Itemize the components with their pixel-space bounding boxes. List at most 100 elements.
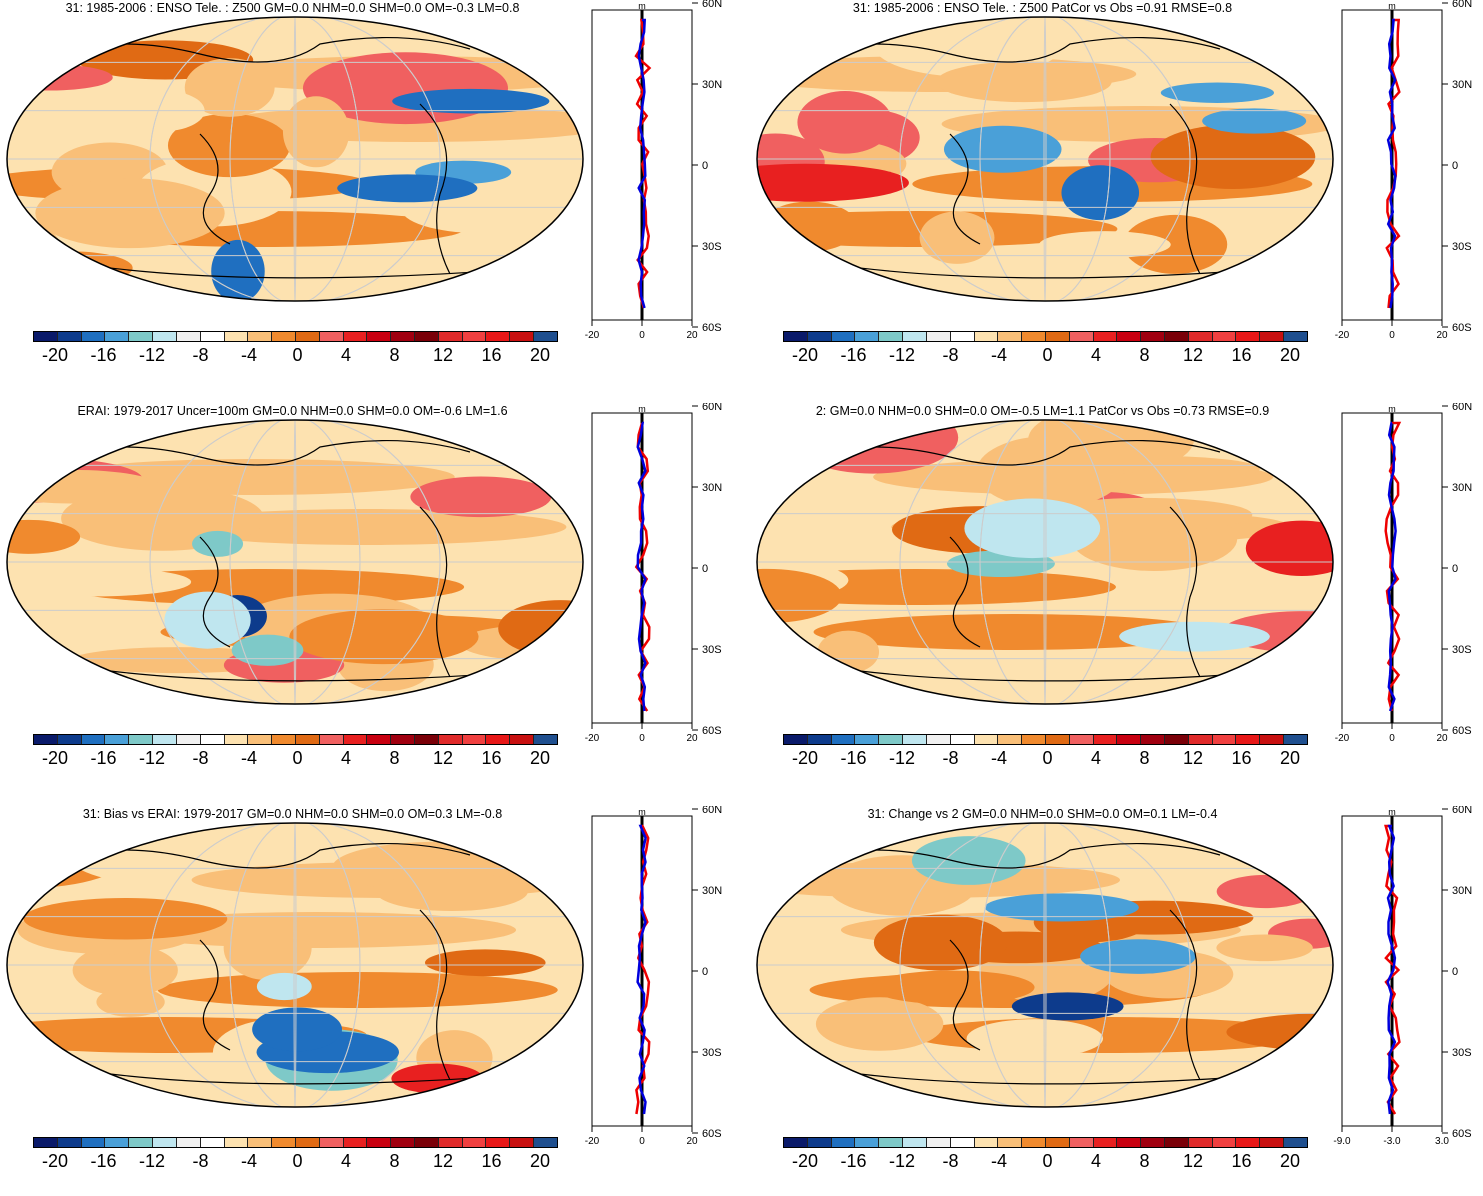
- map-plot: [756, 419, 1334, 705]
- colorbar-swatch: [926, 1138, 951, 1147]
- colorbar-label: 12: [1182, 1151, 1204, 1171]
- colorbar: [783, 734, 1308, 745]
- colorbar-swatch: [415, 735, 439, 744]
- obs-profile-line: [637, 18, 647, 309]
- colorbar-swatch: [510, 1138, 535, 1147]
- colorbar-swatch: [1141, 1138, 1165, 1147]
- colorbar-swatch: [343, 332, 368, 341]
- colorbar-label: -12: [138, 748, 165, 768]
- colorbar-swatch: [1212, 1138, 1237, 1147]
- lat-label: 60N: [1452, 806, 1472, 816]
- x-tick-label: 20: [686, 330, 698, 340]
- colorbar-swatch: [415, 1138, 439, 1147]
- colorbar-label: -16: [90, 748, 117, 768]
- colorbar-label: -12: [888, 1151, 915, 1171]
- field-anomaly-warm: [757, 568, 842, 624]
- colorbar-label: 20: [529, 1151, 551, 1171]
- colorbar-swatch: [831, 332, 856, 341]
- colorbar-swatch: [486, 735, 511, 744]
- panel-title: 31: Change vs 2 GM=0.0 NHM=0.0 SHM=0.0 O…: [867, 807, 1218, 821]
- lat-label: 30N: [702, 79, 722, 91]
- field-anomaly-warm: [817, 630, 880, 674]
- lat-label: 30S: [702, 241, 722, 253]
- colorbar-label: -4: [240, 748, 257, 768]
- colorbar-swatch: [879, 1138, 904, 1147]
- colorbar-swatch: [343, 1138, 368, 1147]
- field-anomaly-warm: [12, 98, 153, 154]
- colorbar-swatch: [1117, 735, 1142, 744]
- field-anomaly-warm: [1039, 231, 1171, 259]
- colorbar-swatch: [1188, 332, 1213, 341]
- colorbar-swatch: [153, 1138, 177, 1147]
- map-border: [6, 16, 584, 302]
- colorbar-swatch: [200, 332, 225, 341]
- lat-label: 0: [702, 966, 708, 978]
- field-anomaly-warm: [7, 519, 81, 554]
- colorbar-label: -20: [41, 345, 68, 365]
- field-anomaly-warm: [23, 898, 228, 940]
- colorbar-label: 16: [481, 345, 502, 365]
- coastline: [59, 440, 521, 682]
- colorbar-label: 20: [1279, 748, 1301, 768]
- colorbar-label: -20: [41, 748, 68, 768]
- colorbar-swatch: [903, 735, 927, 744]
- colorbar-label: -12: [888, 748, 915, 768]
- field-anomaly-cool: [943, 125, 1062, 173]
- panel-4: 2: GM=0.0 NHM=0.0 SHM=0.0 OM=-0.5 LM=1.1…: [750, 403, 1483, 793]
- zonal-profile: m 60N 30N 0 30S 60S -20 0 20: [585, 403, 722, 743]
- colorbar-swatch: [879, 735, 904, 744]
- lat-label: 60N: [702, 0, 722, 10]
- map-border: [6, 822, 584, 1108]
- field-anomaly-warm: [966, 1019, 1104, 1058]
- colorbar-swatch: [1093, 735, 1118, 744]
- panel-5: 31: Bias vs ERAI: 1979-2017 GM=0.0 NHM=0…: [0, 806, 740, 1196]
- lon-gridline: [293, 420, 297, 704]
- colorbar-swatch: [1284, 735, 1307, 744]
- colorbar-label: 0: [1042, 345, 1053, 365]
- zonal-profile: m 60N 30N 0 30S 60S -9.0 -3.0 3.0: [1333, 806, 1472, 1146]
- obs-profile-line: [1387, 421, 1397, 712]
- coastline: [59, 843, 521, 1085]
- field-anomaly-warm: [873, 914, 1008, 971]
- obs-profile-line: [1386, 18, 1397, 309]
- lat-label: 0: [702, 563, 708, 575]
- colorbar-label: 8: [1139, 1151, 1150, 1171]
- colorbar-swatch: [105, 735, 130, 744]
- coastline: [809, 37, 1271, 279]
- colorbar-swatch: [1260, 735, 1285, 744]
- colorbar-swatch: [784, 1138, 808, 1147]
- panel-title: 2: GM=0.0 NHM=0.0 SHM=0.0 OM=-0.5 LM=1.1…: [815, 404, 1270, 418]
- x-tick-label: -20: [585, 1136, 600, 1146]
- field-anomaly-warm: [871, 970, 1035, 1005]
- colorbar-swatch: [926, 332, 951, 341]
- colorbar: [783, 331, 1308, 342]
- colorbar-swatch: [1284, 332, 1307, 341]
- field-anomaly-cool: [911, 836, 1026, 885]
- colorbar-label: 8: [389, 748, 400, 768]
- lon-gridline: [229, 420, 361, 704]
- field-anomaly-cool: [1011, 992, 1124, 1021]
- obs-profile-line: [636, 824, 647, 1115]
- model-profile-line: [634, 18, 652, 309]
- colorbar-swatch: [200, 1138, 225, 1147]
- zonal-profile: m 60N 30N 0 30S 60S -20 0 20: [585, 0, 722, 340]
- colorbar-label: -8: [942, 1151, 959, 1171]
- colorbar-swatch: [391, 735, 415, 744]
- panel-title: 31: 1985-2006 : ENSO Tele. : Z500 PatCor…: [852, 1, 1233, 15]
- lon-gridline: [149, 823, 441, 1107]
- colorbar-label: -12: [138, 1151, 165, 1171]
- x-tick-label: -20: [1335, 330, 1350, 340]
- colorbar-swatch: [1236, 735, 1261, 744]
- x-tick-label: 0: [639, 330, 645, 340]
- lat-label: 60S: [1452, 1128, 1472, 1140]
- coastline: [59, 37, 521, 279]
- colorbar-label: -8: [192, 1151, 209, 1171]
- colorbar-swatch: [105, 1138, 130, 1147]
- colorbar-swatch: [367, 735, 392, 744]
- colorbar-swatch: [974, 332, 999, 341]
- colorbar-swatch: [176, 332, 201, 341]
- x-tick-label: 3.0: [1435, 1136, 1449, 1146]
- colorbar-swatch: [1141, 735, 1165, 744]
- colorbar-swatch: [831, 735, 856, 744]
- colorbar-swatch: [807, 735, 832, 744]
